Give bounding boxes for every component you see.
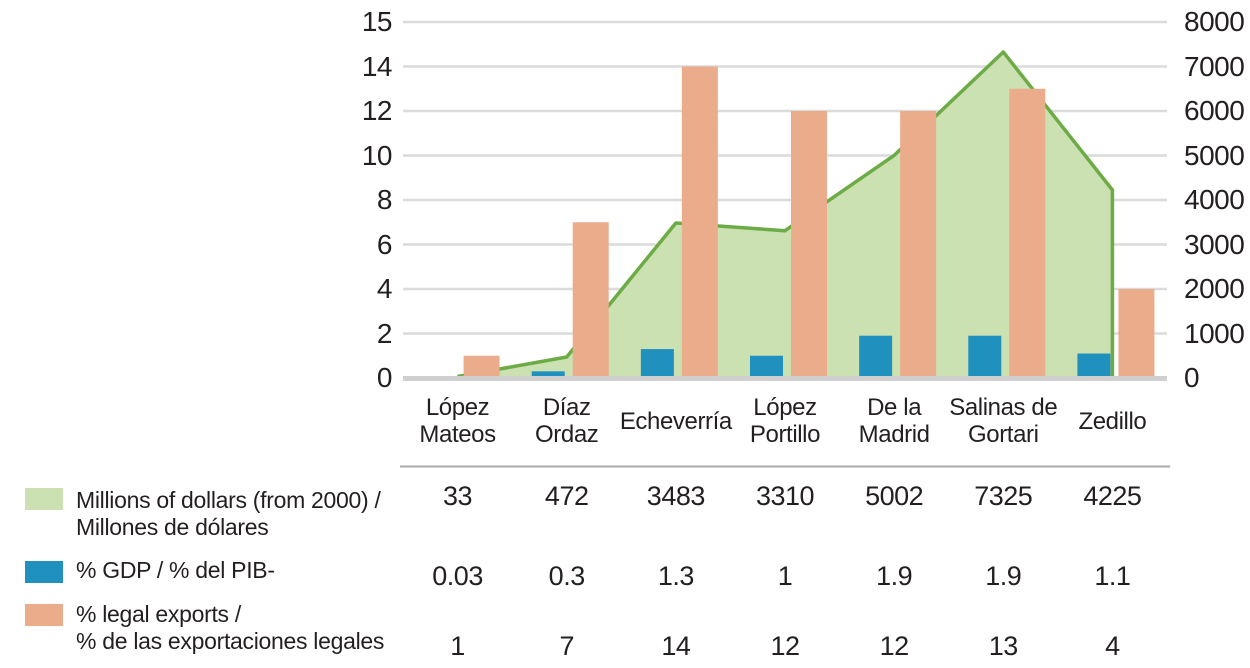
table-value: 7 (559, 631, 574, 661)
table-value: 5002 (865, 481, 924, 511)
left-axis-tick: 10 (361, 139, 393, 171)
right-axis-tick: 8000 (1184, 6, 1245, 37)
left-axis-tick: 14 (361, 50, 393, 82)
legend-label: Millions of dollars (from 2000) / Millone… (76, 487, 381, 541)
exports-bar (463, 355, 500, 378)
gdp-series-swatch (25, 561, 63, 583)
exports-series-swatch (25, 604, 63, 626)
table-value: 1 (450, 631, 465, 661)
table-value: 0.03 (432, 561, 483, 591)
exports-bar (1118, 289, 1155, 378)
left-axis-tick: 12 (361, 95, 393, 126)
right-axis-tick: 6000 (1184, 95, 1245, 126)
category-label-line: Gortari (968, 421, 1039, 448)
category-label: López Portillo (720, 388, 850, 454)
category-label: De la Madrid (829, 388, 959, 454)
table-value: 33 (443, 481, 473, 511)
category-label: Salinas de Gortari (938, 388, 1068, 454)
table-value: 3483 (646, 481, 706, 511)
table-value: 1.3 (657, 561, 695, 591)
legend-label-line: % GDP / % del PIB- (76, 557, 275, 583)
right-axis-tick: 3000 (1184, 228, 1245, 260)
table-value: 13 (988, 631, 1019, 661)
category-label-line: Ordaz (535, 421, 599, 448)
category-label-line: De la (867, 394, 922, 421)
table-value: 472 (544, 481, 589, 511)
legend-label: % legal exports /% de las exportaciones … (76, 601, 384, 655)
table-value: 1 (777, 561, 793, 591)
right-axis-tick: 5000 (1184, 139, 1245, 171)
exports-bar (572, 222, 609, 378)
exports-bar (1009, 88, 1046, 378)
category-label-line: Echeverría (619, 407, 732, 435)
category-label-line: Zedillo (1078, 407, 1147, 435)
gdp-bar (750, 355, 783, 378)
left-axis-tick: 2 (376, 317, 393, 349)
gdp-bar (968, 335, 1002, 378)
right-axis-tick: 2000 (1184, 273, 1245, 304)
exports-bar (900, 111, 937, 378)
left-axis-tick: 8 (376, 184, 393, 215)
table-value: 14 (661, 631, 691, 661)
left-axis-tick: 15 (361, 6, 393, 37)
x-axis-line (403, 376, 1167, 381)
left-axis-tick: 4 (376, 273, 393, 304)
legend-label-line: Millions of dollars (from 2000) / (76, 487, 381, 513)
right-axis-tick: 1000 (1184, 317, 1245, 349)
table-value: 1.1 (1094, 561, 1131, 591)
category-label-line: Portillo (749, 421, 821, 448)
table-value: 12 (879, 631, 910, 661)
exports-bar (791, 111, 827, 378)
left-axis-tick: 0 (376, 362, 393, 393)
category-label: Díaz Ordaz (502, 388, 632, 454)
legend-label-line: % de las exportaciones legales (76, 628, 385, 654)
category-label-line: Salinas de (949, 394, 1058, 421)
legend-label: % GDP / % del PIB- (76, 557, 275, 584)
gdp-bar (531, 371, 565, 378)
category-label-line: López (425, 394, 490, 421)
legend-label-line: % legal exports / (76, 601, 241, 627)
right-axis-tick: 7000 (1184, 50, 1245, 82)
gdp-bar (640, 349, 674, 378)
category-label: Zedillo (1047, 388, 1177, 454)
table-value: 12 (770, 631, 800, 661)
table-value: 7325 (974, 481, 1033, 511)
legend-label-line: Millones de dólares (76, 514, 269, 540)
area-series-fill (457, 52, 1113, 378)
exports-bar (681, 66, 718, 378)
left-axis-tick: 6 (376, 228, 393, 260)
category-label-line: Díaz (542, 394, 591, 421)
category-label: López Mateos (393, 388, 523, 454)
category-label-line: Madrid (858, 421, 930, 448)
right-axis-tick: 4000 (1184, 184, 1245, 215)
category-label-line: Mateos (419, 421, 496, 448)
table-value: 3310 (755, 481, 815, 511)
table-value: 4 (1105, 631, 1120, 661)
category-label: Echeverría (611, 388, 741, 454)
gdp-bar (859, 335, 893, 378)
table-value: 1.9 (876, 561, 913, 591)
table-value: 1.9 (985, 561, 1022, 591)
table-value: 0.3 (548, 561, 586, 591)
right-axis-tick: 0 (1184, 362, 1200, 393)
area-series-swatch (25, 488, 63, 510)
table-value: 4225 (1083, 481, 1142, 511)
gdp-bar (1077, 353, 1111, 378)
category-label-line: López (753, 394, 817, 421)
